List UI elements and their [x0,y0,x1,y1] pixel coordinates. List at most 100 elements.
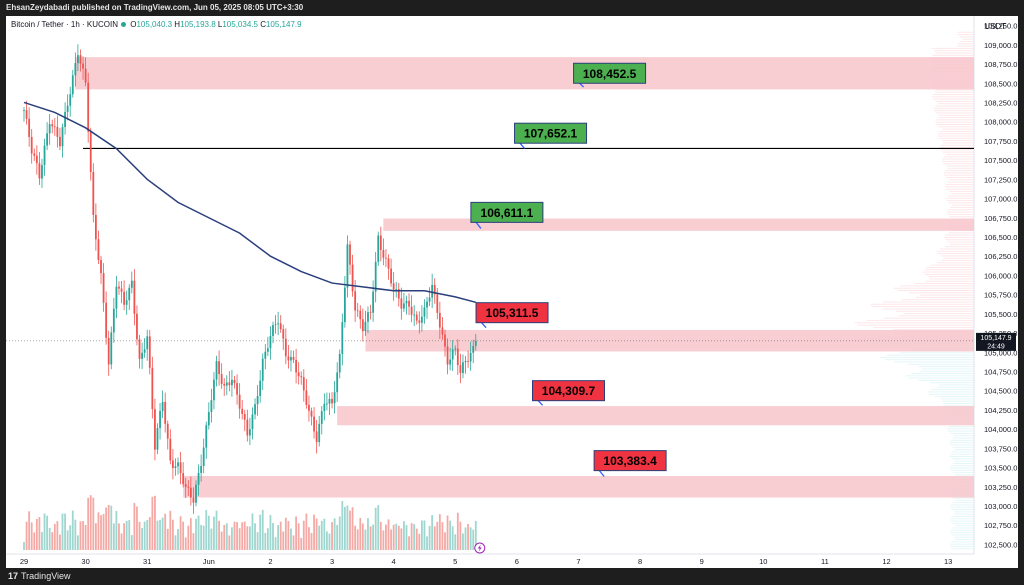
candle-body [182,473,185,485]
candle [449,347,452,371]
volume-bar [356,529,359,550]
candle-body [451,349,454,360]
volume-profile-bar [940,149,974,151]
candle [159,403,161,440]
volume-bar [469,527,472,550]
price-tick-label: 103,250.0 [984,483,1017,492]
candle-body [423,307,426,317]
annotation-box [514,122,588,144]
candle-body [261,358,264,381]
candle-body [272,325,274,336]
candle [277,311,280,336]
volume-profile-bar [940,260,974,262]
candle [374,251,377,303]
symbol-name[interactable]: Bitcoin / Tether · 1h · KUCOIN [11,20,118,29]
volume-profile-bar [867,319,974,321]
candle-body [251,414,254,430]
candle [405,295,408,315]
volume-profile-bar [908,377,974,379]
candle [261,353,264,390]
volume-bar [277,524,280,550]
candle [156,423,159,455]
volume-bar [349,510,351,550]
volume-bar [397,525,400,550]
volume-bar [426,536,428,550]
price-tick-label: 104,750.0 [984,367,1017,376]
candle [195,480,197,507]
candle-body [387,258,390,269]
volume-bar [248,526,251,550]
price-chart[interactable]: 108,452.5 107,652.1 106,611.1 105,311.5 104,… [6,16,1018,568]
candle-body [336,372,339,393]
volume-profile-bar [946,197,974,199]
volume-bar [118,523,120,550]
candle [259,370,262,403]
volume-bar [35,519,38,550]
volume-profile-bar [945,234,974,236]
volume-bar [341,501,344,550]
volume-bar [346,505,349,550]
volume-bar [210,528,213,550]
candle-body [469,352,472,362]
volume-bar [215,510,218,550]
candle [33,148,36,161]
volume-bar [300,537,303,550]
volume-bar [474,520,477,550]
volume-profile-bar [931,389,974,391]
volume-bar [189,518,192,550]
volume-bar [51,532,54,550]
volume-profile-bar [960,40,974,42]
volume-profile-bar [950,439,974,441]
candle [200,454,203,482]
candle-body [266,348,269,352]
candle [418,311,421,334]
volume-bar [192,533,195,550]
annotation-box [573,62,647,84]
candle-body [195,484,197,503]
volume-bar [326,531,328,550]
volume-bar [53,523,56,550]
price-tick-label: 108,000.0 [984,118,1017,127]
volume-profile-bar [893,361,974,363]
candle [82,56,84,80]
volume-profile-bar [880,356,974,358]
volume-profile-bar [951,204,974,206]
candle-body [105,302,108,338]
volume-bar [184,537,187,550]
volume-bar [254,523,256,550]
volume-bar [377,505,380,550]
candle [164,392,167,433]
volume-profile-bar [948,426,974,428]
volume-bar [69,525,72,550]
candle [438,301,441,340]
chart-panel[interactable]: 108,452.5 107,652.1 106,611.1 105,311.5 104,… [6,16,1018,568]
volume-profile-bar [946,165,974,167]
volume-profile-bar [952,548,974,550]
candle [367,306,369,334]
candle [392,272,395,301]
candle [143,338,146,358]
candle-body [313,416,315,432]
volume-bar [115,511,118,550]
volume-bar [328,533,331,550]
symbol-legend[interactable]: Bitcoin / Tether · 1h · KUCOIN O105,040.… [11,20,302,29]
candle [71,69,74,98]
volume-bar [159,519,161,550]
volume-profile-bar [934,50,974,52]
volume-bar [218,520,220,550]
price-tick-label: 105,750.0 [984,291,1017,300]
candle-body [207,411,210,426]
volume-profile-bar [950,206,974,208]
volume-profile-bar [956,45,974,47]
candle-body [372,291,375,313]
volume-profile-bar [939,137,974,139]
volume-profile-bar [962,38,974,40]
volume-profile-bar [947,430,974,432]
volume-bar [392,524,395,550]
volume-profile-bar [931,47,974,49]
candle-body [300,376,303,378]
volume-profile-bar [927,391,974,393]
currency-label[interactable]: USDT [984,22,1006,31]
volume-bar [146,520,149,550]
candle-body [361,319,364,332]
